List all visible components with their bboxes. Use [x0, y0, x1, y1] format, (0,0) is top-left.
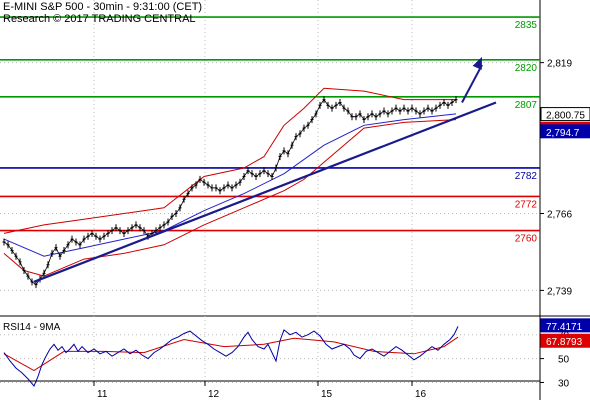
- rsi-tag-label: 77.4171: [546, 322, 583, 333]
- x-tick-label: 16: [415, 389, 427, 400]
- y-tick-label: 2,739: [547, 286, 572, 297]
- rsi-ma-line: [3, 336, 459, 372]
- price-tag-label: 2,794.7: [546, 128, 580, 139]
- rsi-line: [3, 326, 459, 387]
- trendline: [33, 101, 497, 283]
- price-tag: 2,794.7: [540, 124, 590, 139]
- rsi-y-tick-label: 50: [558, 355, 570, 366]
- rsi-tag-label: 67.8793: [546, 337, 583, 348]
- rsi-tag-box: [540, 333, 590, 348]
- x-tick-label: 11: [97, 389, 108, 400]
- forecast-arrowhead: [472, 56, 482, 70]
- level-label-2820: 2820: [515, 63, 538, 74]
- price-tag: 2,800.75: [540, 107, 590, 122]
- rsi-tag-box: [540, 318, 590, 333]
- moving-average: [3, 113, 457, 257]
- x-tick-label: 15: [321, 389, 333, 400]
- level-label-2835: 2835: [515, 20, 538, 31]
- level-label-2807: 2807: [515, 100, 538, 111]
- rsi-tag: 77.4171: [540, 318, 590, 333]
- rsi-tag: 67.8793: [540, 333, 590, 348]
- chart-title: E-MINI S&P 500 - 30min - 9:31:00 (CET): [3, 1, 203, 13]
- level-label-2772: 2772: [515, 199, 538, 210]
- level-label-2782: 2782: [515, 171, 538, 182]
- price-tag-box: [540, 124, 590, 139]
- y-tick-label: 2,819: [547, 59, 572, 70]
- y-tick-label: 2,766: [547, 210, 572, 221]
- rsi-y-tick-label: 30: [558, 378, 570, 389]
- lower-band: [3, 119, 457, 277]
- level-label-2760: 2760: [515, 234, 538, 245]
- price-tag-box: [540, 107, 590, 122]
- chart-copyright: Research © 2017 TRADING CENTRAL: [3, 13, 196, 25]
- rsi-title: RSI14 - 9MA: [3, 322, 61, 333]
- upper-band: [3, 87, 456, 234]
- price-tag-label: 2,800.75: [546, 111, 585, 122]
- forecast-arrow: [461, 64, 483, 103]
- x-tick-label: 12: [208, 389, 220, 400]
- price-line: [3, 98, 457, 286]
